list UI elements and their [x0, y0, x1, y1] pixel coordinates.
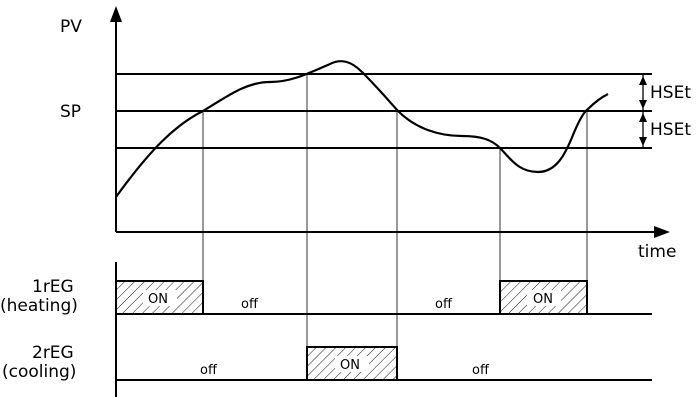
cooling-off-label-2: off [472, 363, 490, 378]
hysteresis-upper-label: HSEt [650, 83, 691, 103]
heating-off-label-1: off [241, 297, 259, 312]
setpoint-label: SP [60, 102, 81, 122]
hysteresis-lower-label: HSEt [650, 120, 691, 140]
hysteresis-upper-marker [639, 74, 647, 111]
cooling-output-name: 2rEG [32, 343, 74, 363]
cooling-on-label: ON [340, 358, 360, 373]
pv-curve [115, 60, 609, 198]
x-axis-arrow-icon [654, 226, 670, 238]
x-axis-label: time [638, 242, 676, 262]
y-axis-arrow-icon [110, 6, 122, 22]
y-axis-label: PV [60, 17, 82, 37]
heating-on-label-1: ON [148, 292, 168, 307]
heating-off-label-2: off [435, 297, 453, 312]
hysteresis-lower-marker [639, 111, 647, 148]
cooling-output-role: (cooling) [2, 362, 76, 382]
heating-on-label-2: ON [533, 292, 553, 307]
heating-output-name: 1rEG [32, 277, 74, 297]
heating-output-role: (heating) [0, 296, 78, 316]
cooling-off-label-1: off [200, 363, 218, 378]
